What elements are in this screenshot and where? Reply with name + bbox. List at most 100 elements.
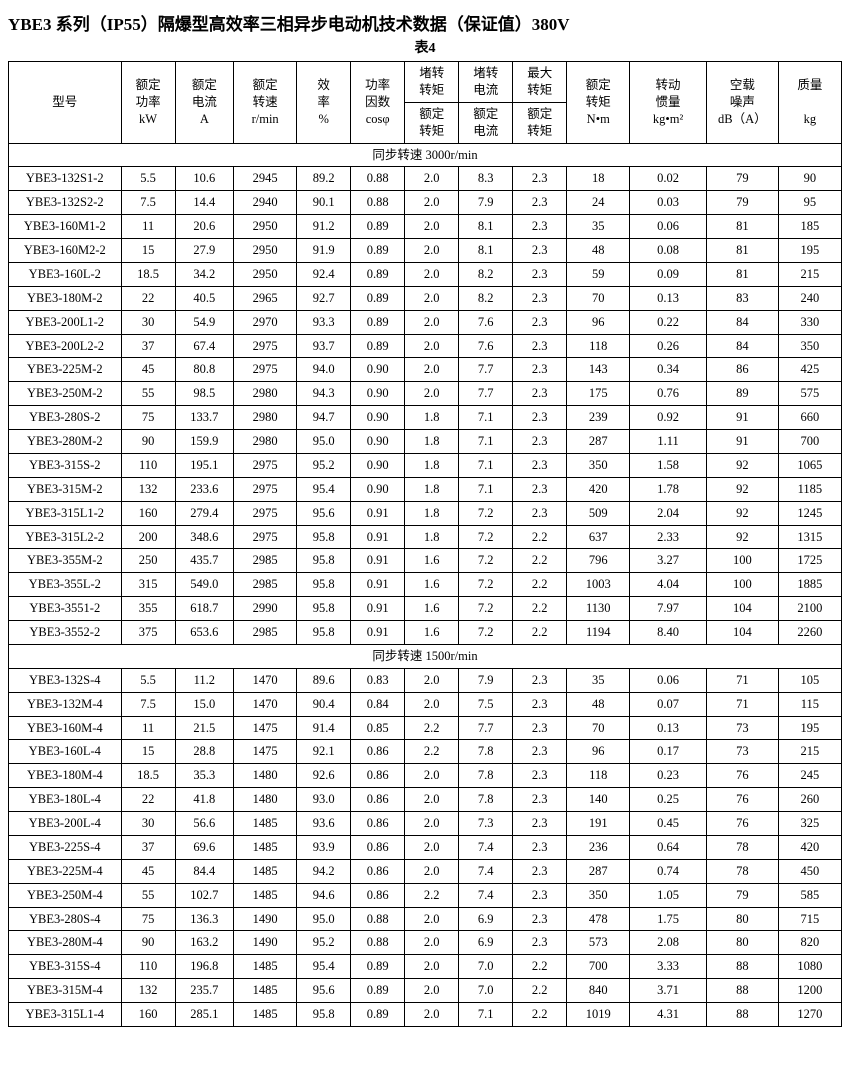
table-cell: 132 bbox=[121, 979, 175, 1003]
table-cell: 15 bbox=[121, 740, 175, 764]
table-cell: 11.2 bbox=[175, 668, 234, 692]
table-cell: YBE3-180M-2 bbox=[9, 286, 122, 310]
section-header-row: 同步转速 1500r/min bbox=[9, 644, 842, 668]
table-cell: 7.4 bbox=[459, 859, 513, 883]
table-cell: 94.0 bbox=[297, 358, 351, 382]
table-row: YBE3-180M-418.535.3148092.60.862.07.82.3… bbox=[9, 764, 842, 788]
table-cell: 37 bbox=[121, 835, 175, 859]
table-cell: 140 bbox=[567, 788, 630, 812]
table-cell: 2.0 bbox=[405, 764, 459, 788]
table-cell: 0.08 bbox=[630, 239, 707, 263]
table-cell: 2980 bbox=[234, 430, 297, 454]
table-cell: YBE3-160M-4 bbox=[9, 716, 122, 740]
table-cell: 35 bbox=[567, 668, 630, 692]
table-cell: 2.3 bbox=[513, 406, 567, 430]
table-cell: 1490 bbox=[234, 907, 297, 931]
table-cell: 1.6 bbox=[405, 573, 459, 597]
table-cell: YBE3-250M-4 bbox=[9, 883, 122, 907]
table-row: YBE3-160L-41528.8147592.10.862.27.82.396… bbox=[9, 740, 842, 764]
table-row: YBE3-200L2-23767.4297593.70.892.07.62.31… bbox=[9, 334, 842, 358]
table-row: YBE3-280M-290159.9298095.00.901.87.12.32… bbox=[9, 430, 842, 454]
table-cell: 6.9 bbox=[459, 907, 513, 931]
table-cell: 10.6 bbox=[175, 167, 234, 191]
table-cell: 7.8 bbox=[459, 740, 513, 764]
table-cell: 0.92 bbox=[630, 406, 707, 430]
table-cell: 2.2 bbox=[513, 621, 567, 645]
table-cell: 0.89 bbox=[351, 334, 405, 358]
table-cell: 2.3 bbox=[513, 191, 567, 215]
table-cell: YBE3-280S-4 bbox=[9, 907, 122, 931]
table-cell: 2990 bbox=[234, 597, 297, 621]
table-cell: 2.3 bbox=[513, 477, 567, 501]
col-noise: 空载 噪声 dB（A） bbox=[706, 62, 778, 144]
table-cell: 315 bbox=[121, 573, 175, 597]
table-cell: 0.89 bbox=[351, 310, 405, 334]
table-cell: 2100 bbox=[778, 597, 841, 621]
table-cell: YBE3-280S-2 bbox=[9, 406, 122, 430]
table-cell: 2950 bbox=[234, 215, 297, 239]
table-cell: 95.8 bbox=[297, 1003, 351, 1027]
table-cell: 92 bbox=[706, 453, 778, 477]
table-cell: 191 bbox=[567, 812, 630, 836]
table-cell: 8.2 bbox=[459, 286, 513, 310]
table-cell: 70 bbox=[567, 286, 630, 310]
table-row: YBE3-315L2-2200348.6297595.80.911.87.22.… bbox=[9, 525, 842, 549]
table-cell: 133.7 bbox=[175, 406, 234, 430]
table-row: YBE3-132M-47.515.0147090.40.842.07.52.34… bbox=[9, 692, 842, 716]
table-cell: 435.7 bbox=[175, 549, 234, 573]
table-cell: 37 bbox=[121, 334, 175, 358]
table-cell: 2950 bbox=[234, 239, 297, 263]
table-cell: 820 bbox=[778, 931, 841, 955]
col-lrt-bot: 额定转矩 bbox=[405, 102, 459, 143]
table-cell: 7.0 bbox=[459, 955, 513, 979]
table-row: YBE3-250M-455102.7148594.60.862.27.42.33… bbox=[9, 883, 842, 907]
table-cell: 1470 bbox=[234, 692, 297, 716]
table-cell: 7.0 bbox=[459, 979, 513, 1003]
table-cell: 1.8 bbox=[405, 525, 459, 549]
table-cell: 2.04 bbox=[630, 501, 707, 525]
table-cell: 0.91 bbox=[351, 501, 405, 525]
table-cell: 1194 bbox=[567, 621, 630, 645]
table-cell: 91.4 bbox=[297, 716, 351, 740]
table-cell: 94.6 bbox=[297, 883, 351, 907]
table-cell: YBE3-180L-4 bbox=[9, 788, 122, 812]
table-cell: 18.5 bbox=[121, 262, 175, 286]
table-cell: 45 bbox=[121, 859, 175, 883]
table-cell: 7.2 bbox=[459, 549, 513, 573]
table-cell: 0.89 bbox=[351, 262, 405, 286]
table-cell: 2.3 bbox=[513, 310, 567, 334]
table-cell: 2975 bbox=[234, 501, 297, 525]
table-cell: 2.08 bbox=[630, 931, 707, 955]
table-cell: 80.8 bbox=[175, 358, 234, 382]
table-cell: 0.07 bbox=[630, 692, 707, 716]
table-cell: 0.90 bbox=[351, 430, 405, 454]
table-cell: 92 bbox=[706, 501, 778, 525]
table-cell: 1485 bbox=[234, 835, 297, 859]
table-cell: 375 bbox=[121, 621, 175, 645]
table-cell: 2.0 bbox=[405, 835, 459, 859]
table-cell: 1485 bbox=[234, 979, 297, 1003]
table-cell: YBE3-225M-4 bbox=[9, 859, 122, 883]
table-cell: 0.02 bbox=[630, 167, 707, 191]
table-cell: YBE3-225M-2 bbox=[9, 358, 122, 382]
table-cell: 1003 bbox=[567, 573, 630, 597]
table-cell: 160 bbox=[121, 501, 175, 525]
table-cell: 233.6 bbox=[175, 477, 234, 501]
table-cell: 2950 bbox=[234, 262, 297, 286]
table-cell: 2.3 bbox=[513, 692, 567, 716]
table-cell: 0.88 bbox=[351, 931, 405, 955]
table-cell: 0.90 bbox=[351, 358, 405, 382]
table-cell: 2.0 bbox=[405, 167, 459, 191]
table-cell: 81 bbox=[706, 239, 778, 263]
table-cell: 55 bbox=[121, 883, 175, 907]
table-cell: 2.3 bbox=[513, 358, 567, 382]
table-cell: 2.0 bbox=[405, 191, 459, 215]
table-cell: 7.1 bbox=[459, 430, 513, 454]
table-cell: 350 bbox=[567, 453, 630, 477]
table-cell: 90.4 bbox=[297, 692, 351, 716]
table-cell: 84 bbox=[706, 310, 778, 334]
table-cell: 92 bbox=[706, 525, 778, 549]
table-cell: 28.8 bbox=[175, 740, 234, 764]
table-cell: 0.91 bbox=[351, 573, 405, 597]
table-cell: 2.3 bbox=[513, 215, 567, 239]
